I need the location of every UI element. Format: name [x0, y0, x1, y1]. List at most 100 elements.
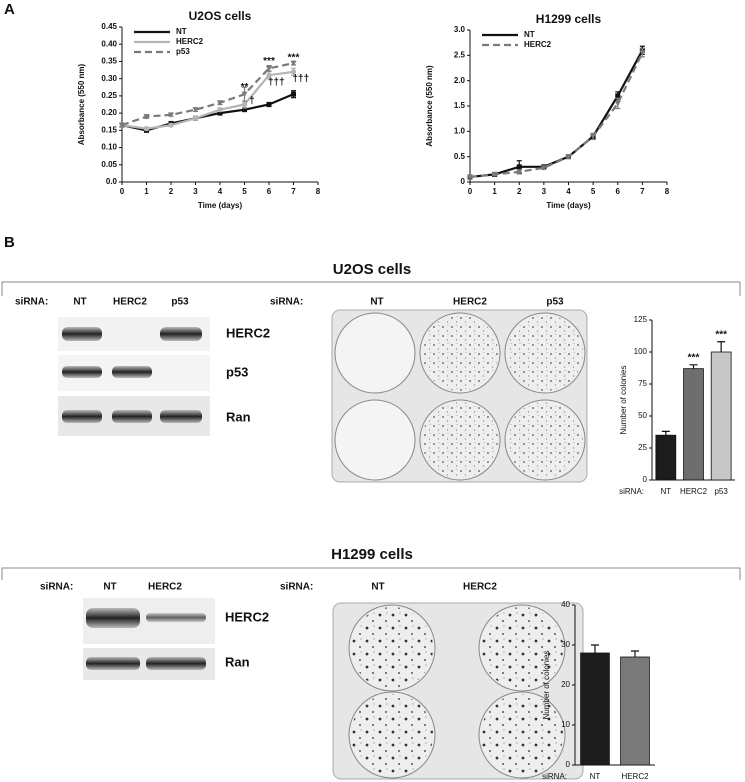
data-point	[143, 126, 150, 132]
legend-label: NT	[176, 27, 187, 36]
plate-label: NT	[370, 297, 383, 308]
bar	[580, 652, 610, 766]
blot-prefix: siRNA:	[40, 582, 73, 593]
data-point	[565, 154, 572, 160]
x-tick-label: 8	[316, 187, 321, 196]
lane-label: HERC2	[148, 582, 182, 593]
x-tick-label: NT	[660, 487, 671, 496]
x-tick-label: 5	[242, 187, 247, 196]
band-label: Ran	[225, 654, 250, 669]
data-point	[615, 93, 621, 99]
y-tick-label: 0.30	[101, 74, 117, 83]
plate-prefix: siRNA:	[270, 297, 303, 308]
section-title: H1299 cells	[331, 546, 413, 563]
series-line	[121, 70, 294, 130]
y-tick-label: 0.15	[101, 125, 117, 134]
data-point	[168, 112, 174, 118]
lane-label: NT	[73, 297, 86, 308]
y-tick-label: 0	[643, 475, 648, 484]
y-tick-label: 0.5	[454, 152, 466, 161]
annotation: †††	[268, 77, 285, 88]
plate-label: HERC2	[463, 582, 497, 593]
data-point	[491, 171, 498, 178]
y-tick-label: 50	[638, 411, 647, 420]
x-tick-label: NT	[590, 772, 601, 781]
data-point	[241, 91, 248, 98]
data-point	[639, 50, 646, 56]
data-point	[291, 91, 296, 97]
x-tick-label: HERC2	[680, 487, 708, 496]
bar	[710, 351, 732, 481]
data-point	[119, 122, 125, 129]
chart-title: U2OS cells	[189, 9, 252, 23]
y-tick-label: 0.35	[101, 57, 117, 66]
x-tick-label: 7	[291, 187, 296, 196]
data-point	[614, 100, 621, 107]
data-point	[540, 165, 547, 171]
data-point	[266, 102, 272, 107]
error-bar	[661, 430, 670, 436]
lane-label: HERC2	[113, 297, 147, 308]
y-tick-label: 125	[634, 315, 648, 324]
y-tick-label: 2.0	[454, 76, 466, 85]
x-tick-label: 4	[218, 187, 223, 196]
x-tick-label: 3	[193, 187, 198, 196]
legend-label: NT	[524, 30, 535, 39]
x-tick-label: 6	[267, 187, 272, 196]
panel-label: A	[4, 1, 15, 18]
y-axis-label: Absorbance (550 nm)	[425, 65, 434, 147]
y-tick-label: 0.0	[106, 177, 118, 186]
x-tick-label: 4	[566, 187, 571, 196]
western-blot	[58, 317, 210, 436]
y-tick-label: 25	[638, 443, 647, 452]
legend-label: HERC2	[524, 40, 552, 49]
y-tick-label: 40	[561, 600, 570, 609]
y-tick-label: 2.5	[454, 50, 466, 59]
series-line	[121, 62, 294, 127]
x-axis-label: Time (days)	[198, 201, 243, 210]
data-point	[192, 115, 199, 121]
chart-title: H1299 cells	[536, 12, 602, 26]
lane-label: NT	[103, 582, 116, 593]
series-line	[469, 52, 644, 179]
series-line	[469, 49, 644, 179]
band-label: HERC2	[225, 609, 269, 624]
data-point	[242, 107, 247, 113]
annotation: †	[249, 96, 255, 107]
section-bracket	[1, 567, 741, 580]
data-point	[516, 169, 523, 175]
plate-label: NT	[371, 582, 384, 593]
x-axis-label: Time (days)	[546, 201, 591, 210]
x-tick-label: 0	[120, 187, 125, 196]
x-tick-label: 1	[144, 187, 149, 196]
y-tick-label: 0	[461, 177, 466, 186]
data-point	[217, 107, 223, 113]
y-axis-label: Absorbance (550 nm)	[77, 63, 86, 145]
x-tick-label: 8	[665, 187, 670, 196]
error-bar	[591, 644, 599, 653]
y-tick-label: 1.5	[454, 101, 466, 110]
y-tick-label: 1.0	[454, 126, 466, 135]
y-tick-label: 75	[638, 379, 647, 388]
colony-plate	[332, 602, 584, 780]
plate-label: HERC2	[453, 297, 487, 308]
x-axis-label: siRNA:	[542, 772, 567, 781]
error-bar	[631, 650, 639, 657]
annotation: †††	[293, 73, 310, 84]
panel-label: B	[4, 234, 15, 251]
bar-label: ***	[715, 329, 727, 340]
x-axis-label: siRNA:	[619, 487, 644, 496]
data-point	[266, 65, 272, 72]
error-bar	[689, 364, 698, 369]
data-point	[217, 100, 223, 106]
bar	[683, 368, 704, 481]
data-point	[590, 133, 597, 140]
plate-label: p53	[546, 297, 564, 308]
annotation: ***	[288, 53, 300, 64]
colony-plate	[331, 309, 588, 483]
annotation: **	[241, 82, 249, 93]
bar	[655, 434, 677, 481]
x-tick-label: HERC2	[621, 772, 649, 781]
data-point	[516, 164, 522, 170]
